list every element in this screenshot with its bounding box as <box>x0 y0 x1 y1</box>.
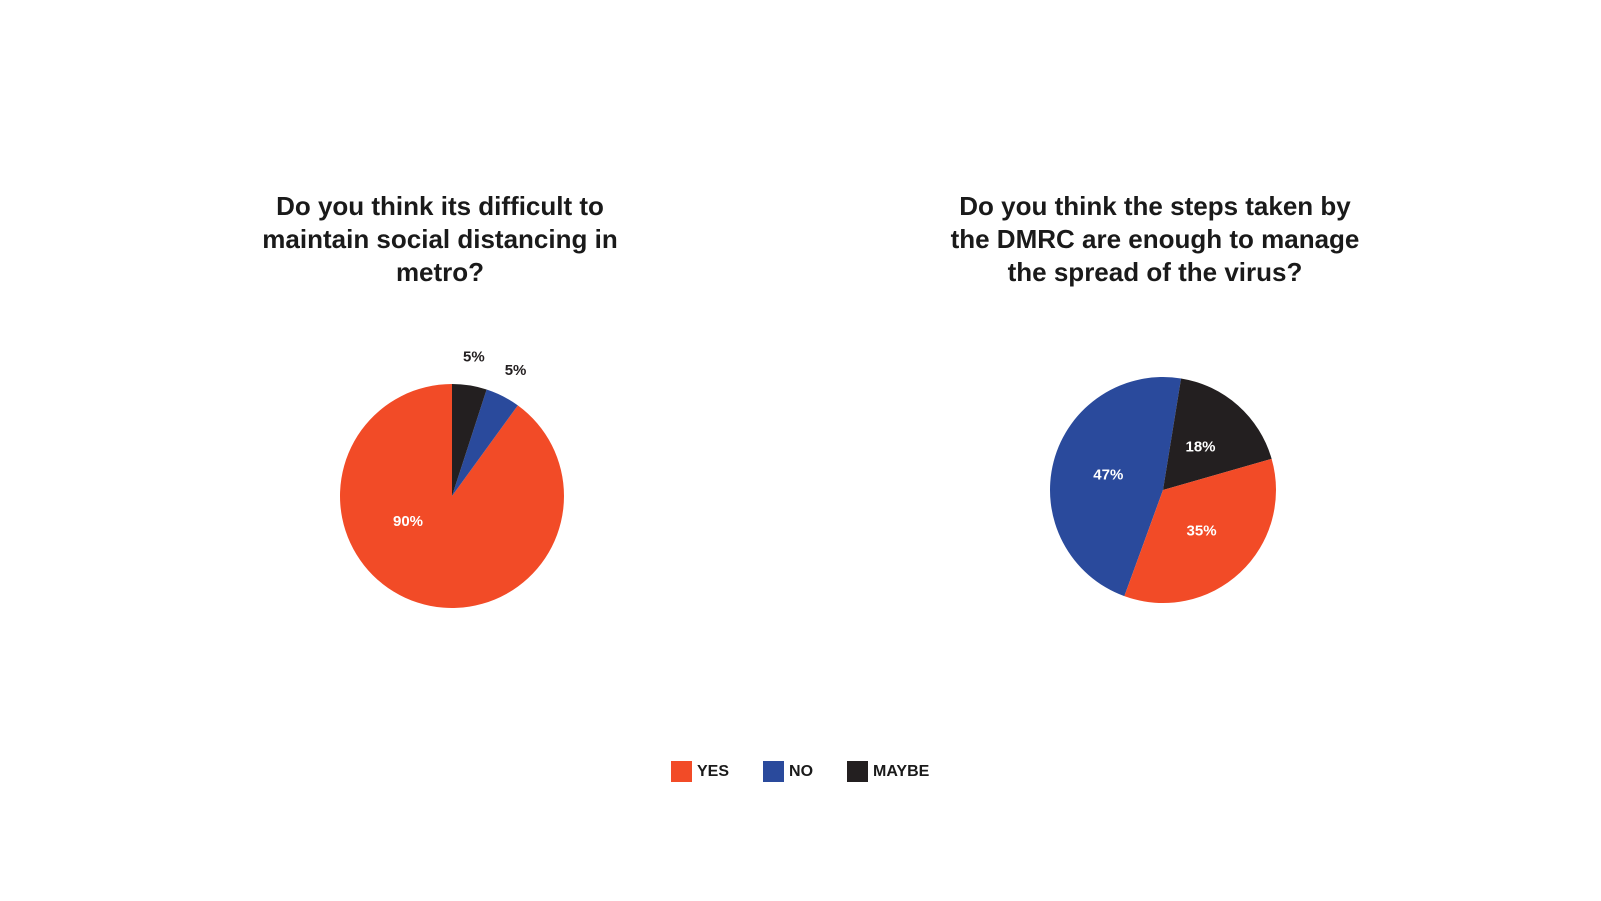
slice-label-no: 5% <box>505 362 527 379</box>
legend-label-no: NO <box>789 762 814 780</box>
legend-item-no: NO <box>763 761 813 782</box>
legend-item-maybe: MAYBE <box>847 761 929 782</box>
legend-label-maybe: MAYBE <box>873 762 930 780</box>
pie-slice-maybe <box>1163 378 1272 490</box>
slice-label-maybe: 18% <box>1185 439 1215 456</box>
legend-swatch-maybe <box>847 761 869 782</box>
legend-swatch-yes <box>671 761 692 782</box>
pie-slice-no <box>452 389 518 496</box>
slice-label-yes: 90% <box>393 513 423 530</box>
slice-label-maybe: 5% <box>463 349 485 366</box>
chart-2-title: Do you think the steps taken by the DMRC… <box>950 191 1360 287</box>
slice-label-yes: 35% <box>1187 522 1217 539</box>
legend: YES NO MAYBE <box>671 761 963 782</box>
pie-slice-no <box>1050 377 1182 597</box>
pie-slice-maybe <box>452 384 487 496</box>
pie-slice-yes <box>1124 458 1277 603</box>
pie-chart-difficulty: 90% 5% 5% <box>340 349 564 608</box>
slice-label-no: 47% <box>1093 467 1123 484</box>
pie-chart-dmrc-steps: 47% 18% 35% <box>1050 377 1277 603</box>
legend-swatch-no <box>763 761 785 782</box>
legend-label-yes: YES <box>697 762 730 780</box>
legend-item-yes: YES <box>671 761 729 782</box>
chart-1-title: Do you think its difficult to maintain s… <box>262 191 618 287</box>
